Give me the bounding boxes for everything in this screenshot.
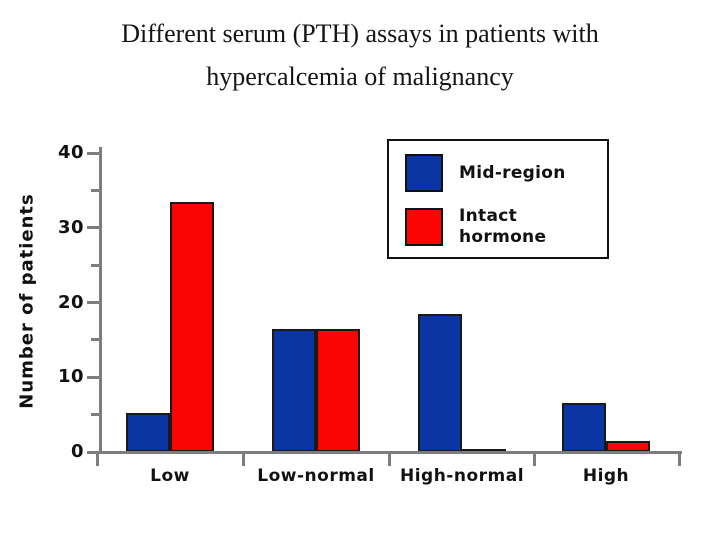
legend: Mid-region Intact hormone [387,139,609,259]
y-minor-tick-5 [91,413,99,417]
legend-swatch-mid-region [405,154,443,192]
y-minor-tick-35 [91,188,99,192]
bar-mid-region-high-normal [418,314,462,452]
bar-mid-region-low-normal [272,329,316,452]
x-tick-0 [96,454,99,466]
y-tick-label-20: 20 [57,291,84,313]
legend-label-mid-region: Mid-region [459,162,566,183]
x-tick-4 [678,454,681,466]
chart-title-line-1: Different serum (PTH) assays in patients… [121,19,599,48]
y-tick-label-30: 30 [57,216,84,238]
bar-intact-hormone-low [170,202,214,452]
y-tick-label-40: 40 [57,142,84,163]
x-tick-2 [388,454,391,466]
chart-title: Different serum (PTH) assays in patients… [0,12,720,98]
legend-swatch-intact-hormone [405,208,443,246]
chart-title-line-2: hypercalcemia of malignancy [206,62,514,91]
y-major-tick-20 [87,301,99,304]
legend-label-intact-hormone: Intact hormone [459,206,547,247]
x-tick-1 [242,454,245,466]
y-major-tick-30 [87,226,99,230]
y-minor-tick-25 [91,263,99,267]
x-category-label-low-normal: Low-normal [257,466,375,486]
y-tick-label-0: 0 [70,441,84,462]
bar-mid-region-low [126,413,170,452]
x-axis-line [96,451,682,454]
bar-intact-hormone-high-normal [462,449,506,452]
bar-intact-hormone-low-normal [316,329,360,452]
y-major-tick-40 [87,151,99,155]
x-category-label-high: High [582,466,630,486]
legend-item-intact-hormone: Intact hormone [405,203,571,251]
x-tick-3 [533,454,536,466]
y-tick-label-10: 10 [57,366,84,388]
y-axis-line [99,147,102,454]
y-major-tick-10 [87,375,99,379]
x-category-label-high-normal: High-normal [399,466,525,486]
y-major-tick-0 [87,450,99,454]
legend-item-mid-region: Mid-region [405,149,566,197]
x-category-label-low: Low [150,466,190,486]
bar-mid-region-high [562,403,606,452]
y-minor-tick-15 [91,338,99,342]
